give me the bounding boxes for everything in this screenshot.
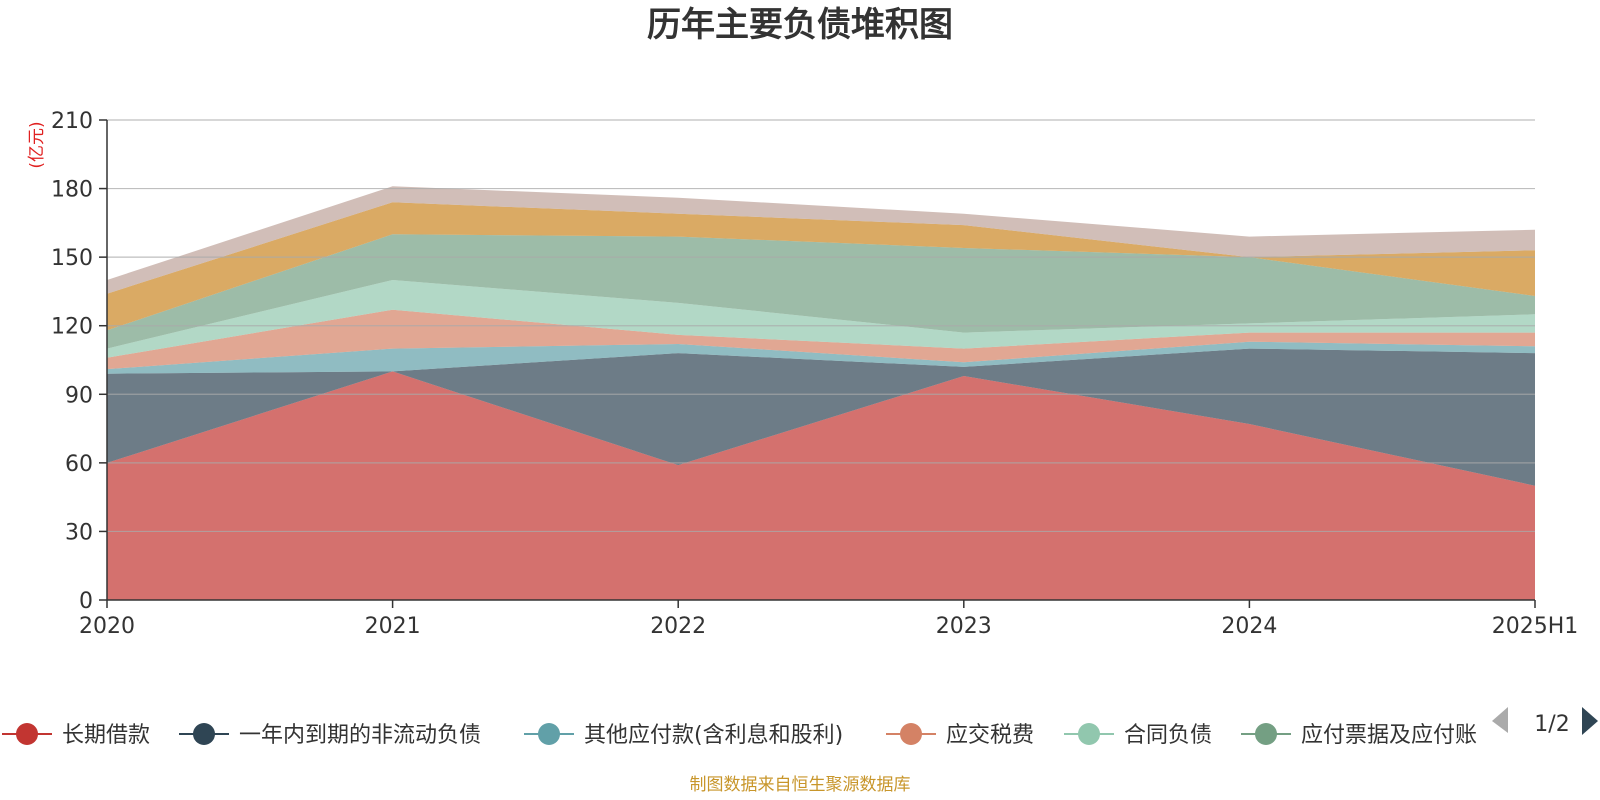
legend-marker [900, 723, 922, 745]
legend-label: 应交税费 [946, 723, 1034, 748]
y-tick-label: 30 [65, 520, 93, 545]
legend-next-page-icon[interactable] [1582, 707, 1598, 735]
legend-label: 应付票据及应付账 [1301, 723, 1477, 748]
series-area-5 [107, 280, 1535, 358]
legend-marker [193, 723, 215, 745]
series-area-7 [107, 202, 1535, 331]
legend-pager: 1/2 [1492, 707, 1598, 737]
series-area-1 [107, 371, 1535, 600]
legend-label: 其他应付款(含利息和股利) [584, 723, 843, 748]
legend-marker [1078, 723, 1100, 745]
y-tick-label: 0 [79, 589, 93, 614]
legend-marker [16, 723, 38, 745]
y-tick-label: 120 [51, 315, 93, 340]
x-tick-label: 2023 [936, 614, 992, 639]
y-axis-unit-label: (亿元) [27, 121, 47, 168]
y-tick-label: 60 [65, 452, 93, 477]
y-tick-label: 180 [51, 178, 93, 203]
legend-label: 合同负债 [1124, 723, 1212, 748]
legend-item[interactable]: 应付票据及应付账 [1241, 723, 1477, 748]
legend-marker [538, 723, 560, 745]
legend-item[interactable]: 长期借款 [2, 723, 150, 748]
y-tick-label: 90 [65, 383, 93, 408]
series-area-4 [107, 309, 1535, 370]
legend-item[interactable]: 合同负债 [1064, 723, 1212, 748]
source-note: 制图数据来自恒生聚源数据库 [690, 775, 911, 795]
series-area-8 [107, 186, 1535, 294]
series-areas [107, 186, 1535, 600]
legend-marker [1255, 723, 1277, 745]
chart-title: 历年主要负债堆积图 [647, 5, 953, 45]
series-area-6 [107, 234, 1535, 349]
series-area-2 [107, 348, 1535, 486]
grid-lines [107, 119, 1535, 533]
legend-page-indicator: 1/2 [1534, 712, 1569, 737]
legend-label: 长期借款 [62, 723, 150, 748]
x-tick-label: 2021 [365, 614, 421, 639]
x-tick-label: 2020 [79, 614, 135, 639]
y-tick-label: 210 [51, 109, 93, 134]
legend-item[interactable]: 一年内到期的非流动负债 [179, 723, 481, 748]
legend-prev-page-icon[interactable] [1492, 707, 1508, 733]
series-area-3 [107, 341, 1535, 374]
y-tick-label: 150 [51, 246, 93, 271]
axes: 0 30 60 90 120 150 180 210 2020 2021 2022 2023 2024 2… [51, 109, 1578, 639]
x-tick-label: 2022 [650, 614, 706, 639]
legend-item[interactable]: 应交税费 [886, 723, 1034, 748]
x-tick-label: 2024 [1221, 614, 1277, 639]
legend-label: 一年内到期的非流动负债 [239, 723, 481, 748]
legend-item[interactable]: 其他应付款(含利息和股利) [524, 723, 843, 748]
legend: 长期借款 一年内到期的非流动负债 其他应付款(含利息和股利) 应交税费 合同负债 应付票据… [2, 723, 1477, 748]
x-tick-label: 2025H1 [1492, 614, 1579, 639]
